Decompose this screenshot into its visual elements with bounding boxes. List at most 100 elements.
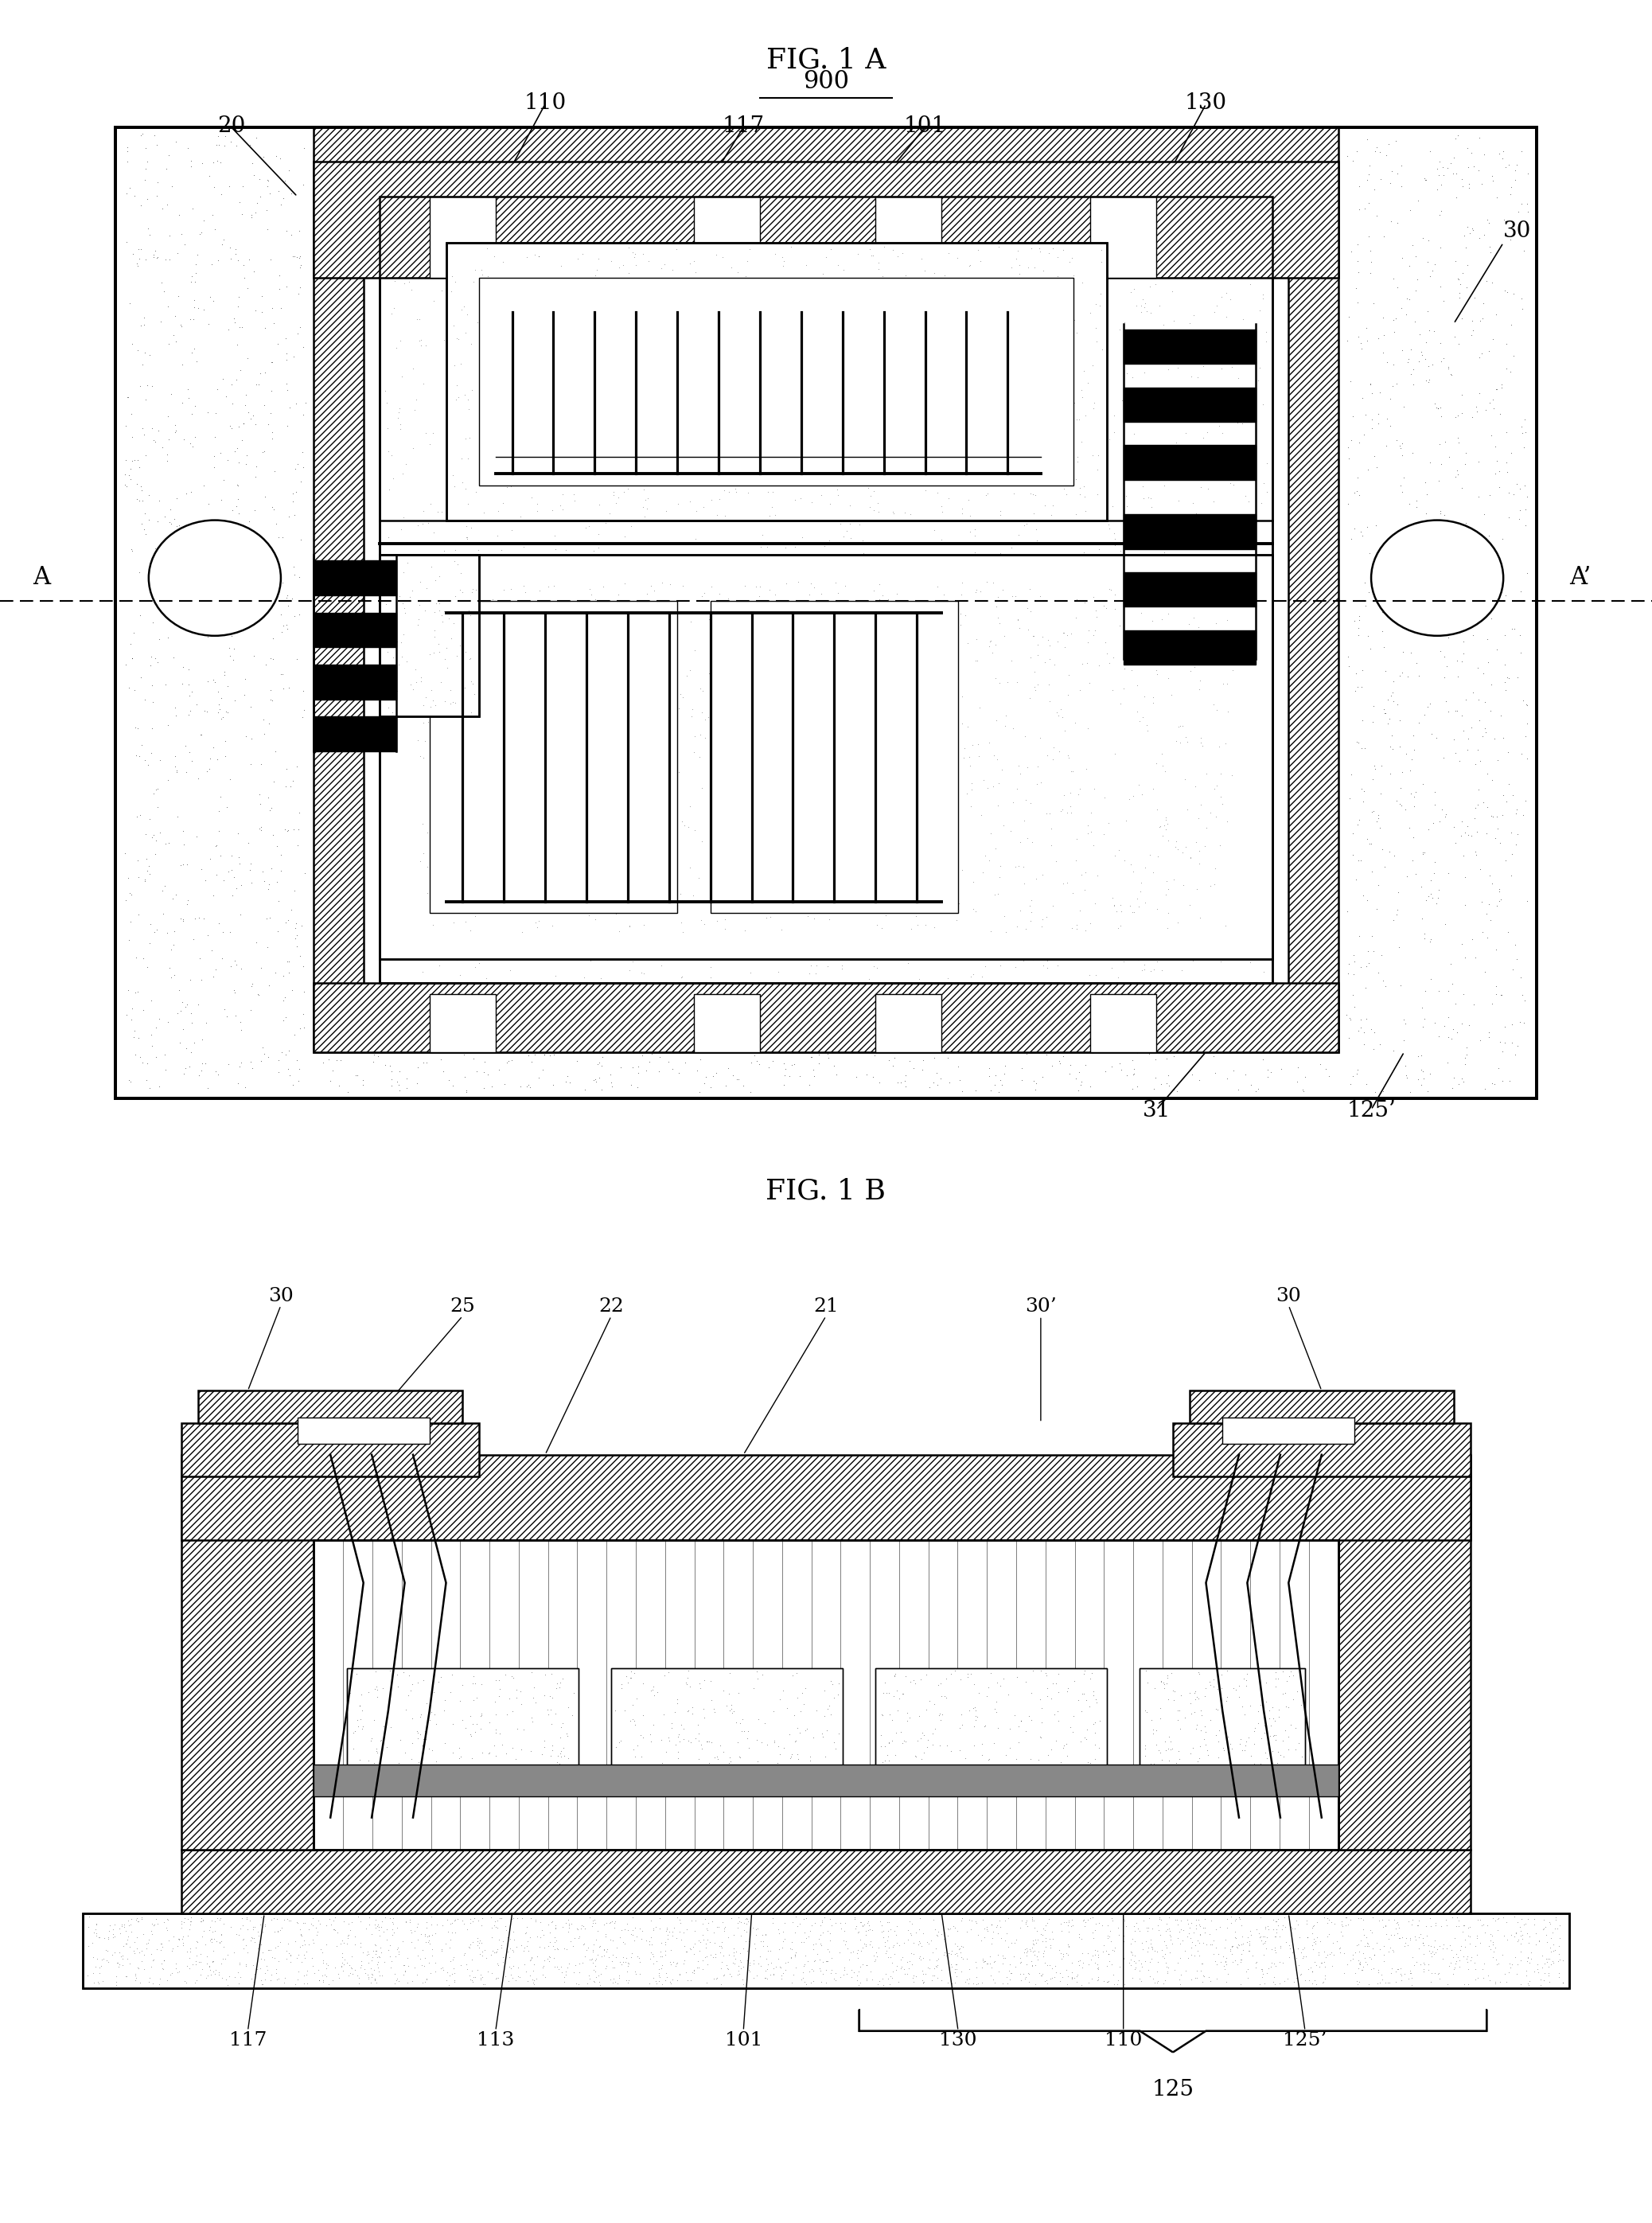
Point: [847, 591, 874, 627]
Point: [700, 1694, 727, 1729]
Point: [1241, 1714, 1267, 1750]
Point: [109, 1907, 135, 1943]
Point: [1037, 1921, 1064, 1956]
Point: [1483, 371, 1510, 407]
Point: [1013, 1958, 1039, 1994]
Point: [193, 1961, 220, 1996]
Point: [1117, 191, 1143, 227]
Point: [613, 313, 639, 349]
Point: [843, 863, 869, 898]
Point: [985, 502, 1011, 538]
Point: [705, 776, 732, 811]
Point: [459, 667, 486, 702]
Point: [286, 811, 312, 847]
Point: [1044, 947, 1070, 983]
Point: [1213, 698, 1239, 734]
Point: [963, 1023, 990, 1058]
Point: [976, 1058, 1003, 1094]
Point: [403, 665, 430, 700]
Point: [519, 1698, 545, 1734]
Point: [707, 240, 733, 276]
Point: [1056, 878, 1082, 914]
Point: [664, 220, 691, 256]
Point: [1477, 478, 1503, 514]
Point: [557, 1752, 583, 1787]
Point: [1408, 1916, 1434, 1952]
Point: [710, 554, 737, 589]
Point: [373, 1921, 400, 1956]
Point: [862, 180, 889, 216]
Point: [986, 631, 1013, 667]
Point: [958, 771, 985, 807]
Point: [114, 1918, 140, 1954]
Point: [1424, 151, 1450, 187]
Point: [208, 700, 235, 736]
Point: [639, 987, 666, 1023]
Point: [1335, 300, 1361, 336]
Point: [567, 998, 593, 1034]
Point: [1047, 1936, 1074, 1972]
Point: [831, 518, 857, 554]
Point: [800, 1927, 826, 1963]
Point: [922, 909, 948, 945]
Point: [603, 1729, 629, 1765]
Point: [337, 1956, 363, 1992]
Point: [1470, 549, 1497, 585]
Point: [603, 811, 629, 847]
Point: [345, 1958, 372, 1994]
Point: [798, 691, 824, 727]
Point: [1161, 1674, 1188, 1709]
Point: [1087, 198, 1113, 233]
Point: [922, 1712, 948, 1747]
Point: [1024, 1943, 1051, 1978]
Point: [1166, 1754, 1193, 1790]
Point: [1029, 300, 1056, 336]
Point: [1515, 193, 1541, 229]
Point: [515, 233, 542, 269]
Point: [1358, 825, 1384, 860]
Point: [624, 656, 651, 691]
Point: [423, 562, 449, 598]
Point: [484, 685, 510, 720]
Point: [1011, 1932, 1037, 1967]
Point: [1039, 273, 1066, 309]
Point: [976, 694, 1003, 729]
Point: [401, 651, 428, 687]
Point: [1070, 353, 1097, 389]
Point: [947, 1732, 973, 1767]
Point: [1032, 1036, 1059, 1071]
Point: [821, 209, 847, 245]
Bar: [1140, 1667, 1305, 1774]
Point: [656, 1721, 682, 1756]
Point: [1138, 296, 1165, 331]
Point: [580, 1063, 606, 1098]
Point: [456, 594, 482, 629]
Point: [1229, 398, 1256, 433]
Point: [1029, 858, 1056, 894]
Point: [510, 1930, 537, 1965]
Point: [1370, 594, 1396, 629]
Point: [644, 173, 671, 209]
Point: [1218, 238, 1244, 273]
Point: [843, 689, 869, 725]
Point: [1163, 580, 1189, 616]
Point: [686, 709, 712, 745]
Point: [1161, 1071, 1188, 1107]
Point: [1064, 376, 1090, 411]
Point: [1069, 1967, 1095, 2003]
Point: [715, 362, 742, 398]
Point: [776, 453, 803, 489]
Point: [1153, 1907, 1180, 1943]
Point: [1206, 1712, 1232, 1747]
Point: [952, 880, 978, 916]
Point: [1184, 220, 1211, 256]
Point: [1401, 718, 1427, 754]
Point: [188, 1945, 215, 1981]
Point: [603, 420, 629, 456]
Point: [1113, 156, 1140, 191]
Point: [1056, 220, 1082, 256]
Point: [441, 1956, 468, 1992]
Point: [545, 1952, 572, 1987]
Point: [1483, 811, 1510, 847]
Point: [872, 124, 899, 160]
